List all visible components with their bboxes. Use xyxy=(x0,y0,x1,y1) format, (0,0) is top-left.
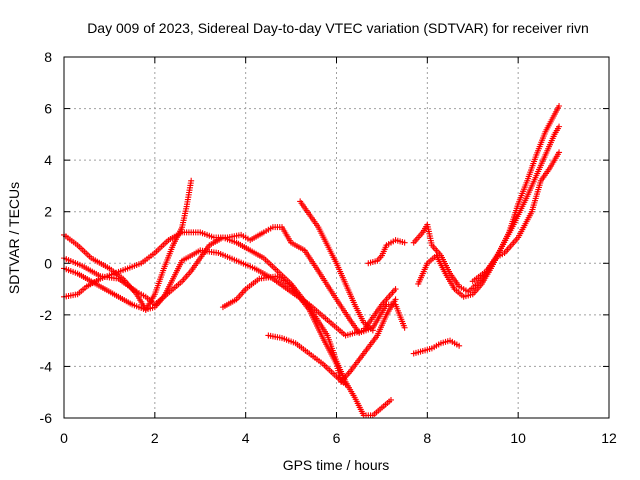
x-tick-label: 10 xyxy=(510,430,526,446)
y-tick-label: 2 xyxy=(44,204,52,220)
x-tick-label: 2 xyxy=(151,430,159,446)
x-axis-label: GPS time / hours xyxy=(283,457,390,473)
data-marks xyxy=(61,103,562,418)
series-4 xyxy=(61,235,394,419)
y-tick-label: -6 xyxy=(40,410,53,426)
y-tick-label: -2 xyxy=(40,307,53,323)
y-tick-label: 8 xyxy=(44,49,52,65)
y-tick-label: -4 xyxy=(40,358,53,374)
y-tick-label: 6 xyxy=(44,101,52,117)
y-axis-label: SDTVAR / TECUs xyxy=(6,182,22,294)
x-tick-label: 0 xyxy=(60,430,68,446)
chart-title: Day 009 of 2023, Sidereal Day-to-day VTE… xyxy=(87,20,589,36)
series-8 xyxy=(365,237,407,266)
y-tick-label: 0 xyxy=(44,255,52,271)
x-tick-label: 6 xyxy=(333,430,341,446)
x-tick-label: 12 xyxy=(601,430,617,446)
y-tick-label: 4 xyxy=(44,152,52,168)
series-12 xyxy=(411,338,462,357)
x-tick-label: 8 xyxy=(423,430,431,446)
x-tick-label: 4 xyxy=(242,430,250,446)
